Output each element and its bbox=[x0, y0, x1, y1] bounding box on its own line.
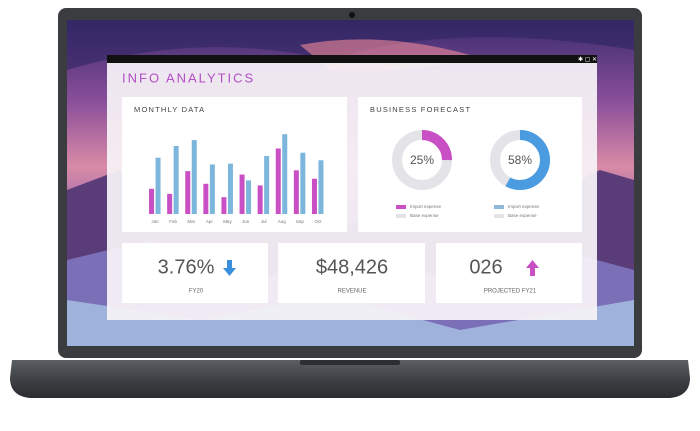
legend-swatch bbox=[396, 205, 406, 209]
bar bbox=[246, 180, 252, 214]
legend-swatch bbox=[396, 214, 406, 218]
panel-title: MONTHLY DATA bbox=[134, 105, 205, 114]
window-controls[interactable]: ✱ ▢ ✕ bbox=[578, 56, 597, 63]
kpi-card bbox=[122, 243, 268, 303]
bar bbox=[293, 170, 299, 214]
x-tick-label: Jan bbox=[151, 219, 159, 224]
x-tick-label: Aug bbox=[278, 219, 287, 224]
bar bbox=[191, 140, 197, 214]
legend-label: Base expense bbox=[410, 213, 439, 218]
legend-swatch bbox=[494, 214, 504, 218]
bar bbox=[221, 197, 227, 214]
bar bbox=[167, 193, 173, 214]
x-tick-label: Feb bbox=[169, 219, 177, 224]
bar bbox=[282, 134, 288, 214]
donut-label: 58% bbox=[508, 153, 532, 167]
bar bbox=[257, 185, 263, 214]
x-tick-label: Oct bbox=[314, 219, 322, 224]
kpi-card bbox=[436, 243, 582, 303]
bar bbox=[275, 148, 281, 214]
donut-label: 25% bbox=[410, 153, 434, 167]
legend-label: Base expense bbox=[508, 213, 537, 218]
app-title: INFO ANALYTICS bbox=[122, 70, 255, 85]
bar bbox=[311, 178, 317, 214]
x-tick-label: Mar bbox=[187, 219, 195, 224]
legend-label: Import expense bbox=[508, 204, 540, 209]
kpi-value: 3.76% bbox=[158, 256, 215, 278]
legend-swatch bbox=[494, 205, 504, 209]
panel-title: BUSINESS FORECAST bbox=[370, 105, 471, 114]
kpi-label: PROJECTED FY21 bbox=[484, 289, 537, 295]
kpi-value: $48,426 bbox=[316, 256, 388, 278]
bar bbox=[227, 163, 233, 214]
x-tick-label: Jun bbox=[242, 219, 250, 224]
x-tick-label: Jul bbox=[261, 219, 267, 224]
bar bbox=[209, 164, 215, 214]
x-tick-label: Sep bbox=[296, 219, 305, 224]
kpi-label: REVENUE bbox=[337, 289, 366, 295]
kpi-label: FY20 bbox=[189, 289, 204, 295]
kpi-card bbox=[278, 243, 425, 303]
bar bbox=[318, 160, 324, 214]
bar bbox=[300, 152, 306, 214]
legend-label: Import expense bbox=[410, 204, 442, 209]
bar bbox=[264, 156, 270, 214]
kpi-value: 026 bbox=[469, 256, 502, 278]
x-tick-label: Apr bbox=[206, 219, 214, 224]
bar bbox=[239, 174, 245, 214]
x-tick-label: May bbox=[223, 219, 232, 224]
donut-arc bbox=[392, 130, 452, 190]
title-bar bbox=[107, 55, 597, 63]
laptop-base bbox=[10, 360, 690, 398]
bar bbox=[155, 157, 161, 214]
bar bbox=[173, 145, 179, 214]
up-arrow-icon bbox=[526, 260, 539, 276]
camera bbox=[349, 12, 355, 18]
bar bbox=[203, 183, 209, 214]
donut-arc bbox=[490, 130, 550, 190]
hinge-notch bbox=[300, 360, 400, 365]
bar bbox=[149, 188, 155, 214]
down-arrow-icon bbox=[223, 260, 236, 276]
mountains bbox=[67, 295, 634, 346]
bar bbox=[185, 171, 191, 214]
